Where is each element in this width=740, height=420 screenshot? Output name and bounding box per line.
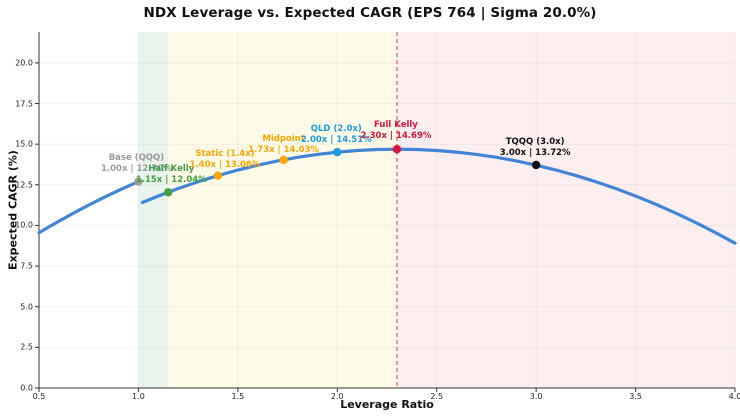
y-tick-label: 17.5 [15, 99, 33, 109]
x-axis-label: Leverage Ratio [340, 398, 434, 411]
y-tick-label: 12.5 [15, 180, 33, 190]
band-half-kelly-zone [138, 32, 169, 388]
y-tick-label: 20.0 [15, 58, 33, 68]
x-tick-label: 0.5 [32, 392, 46, 401]
x-tick-label: 1.5 [231, 392, 245, 401]
y-tick-label: 0.0 [20, 383, 33, 393]
point-midpoint [279, 155, 288, 165]
band-over-kelly-zone [396, 32, 735, 388]
y-tick-label: 7.5 [20, 261, 33, 271]
point-base [134, 177, 143, 186]
y-tick-label: 15.0 [15, 139, 33, 149]
point-half-kelly [164, 188, 173, 197]
y-tick-label: 5.0 [20, 302, 33, 312]
chart-title: NDX Leverage vs. Expected CAGR (EPS 764 … [143, 5, 597, 21]
point-tqqq [531, 160, 541, 170]
point-qld [333, 147, 342, 157]
y-tick-label: 10.0 [15, 220, 33, 230]
point-static [213, 171, 223, 180]
x-tick-label: 2.5 [430, 392, 444, 401]
x-tick-label: 4.0 [728, 392, 740, 401]
curve-unlevered-segment [37, 179, 141, 235]
x-tick-label: 1.0 [132, 392, 145, 401]
x-tick-label: 3.0 [529, 392, 543, 401]
band-kelly-zone [168, 32, 397, 388]
point-full-kelly [392, 145, 402, 154]
x-tick-label: 2.0 [330, 392, 344, 401]
x-tick-label: 3.5 [629, 392, 642, 401]
curve-leveraged-segment [140, 147, 737, 245]
y-tick-label: 2.5 [20, 342, 33, 352]
